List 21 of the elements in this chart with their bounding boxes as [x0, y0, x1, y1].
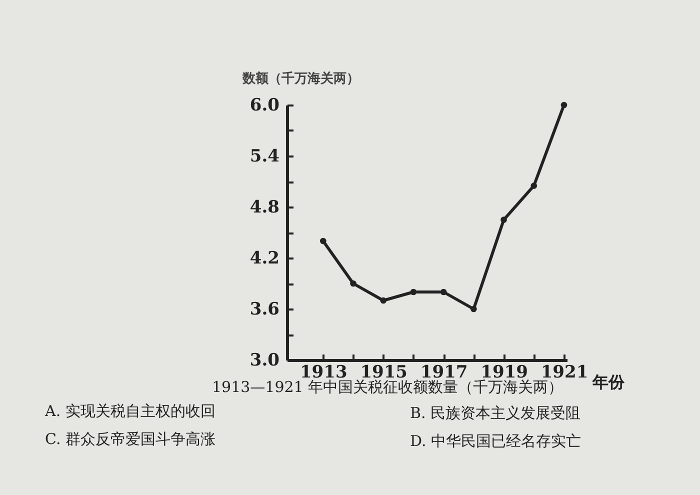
- y-tick-label: 6.0: [250, 96, 280, 116]
- y-tick-label: 4.8: [250, 198, 280, 218]
- y-tick-label: 4.2: [250, 248, 280, 268]
- y-axis-title: 数额（千万海关两）: [242, 70, 360, 86]
- text: D. 中华民国已经名存实亡: [410, 432, 582, 451]
- point: [500, 216, 507, 223]
- text: C. 群众反帝爱国斗争高涨: [45, 430, 216, 449]
- point: [380, 297, 387, 304]
- point: [560, 102, 568, 108]
- text: A. 实现关税自主权的收回: [45, 402, 216, 421]
- point: [410, 288, 417, 296]
- y-tick-label: 3.6: [250, 300, 280, 320]
- x-axis-title: 年份: [592, 372, 626, 392]
- text: B. 民族资本主义发展受阻: [410, 404, 581, 423]
- point: [530, 182, 538, 189]
- point: [350, 280, 356, 287]
- y-tick-label: 3.0: [250, 350, 280, 370]
- y-tick-label: 5.4: [250, 146, 280, 166]
- point: [440, 288, 447, 296]
- point: [320, 238, 326, 244]
- point: [470, 306, 477, 312]
